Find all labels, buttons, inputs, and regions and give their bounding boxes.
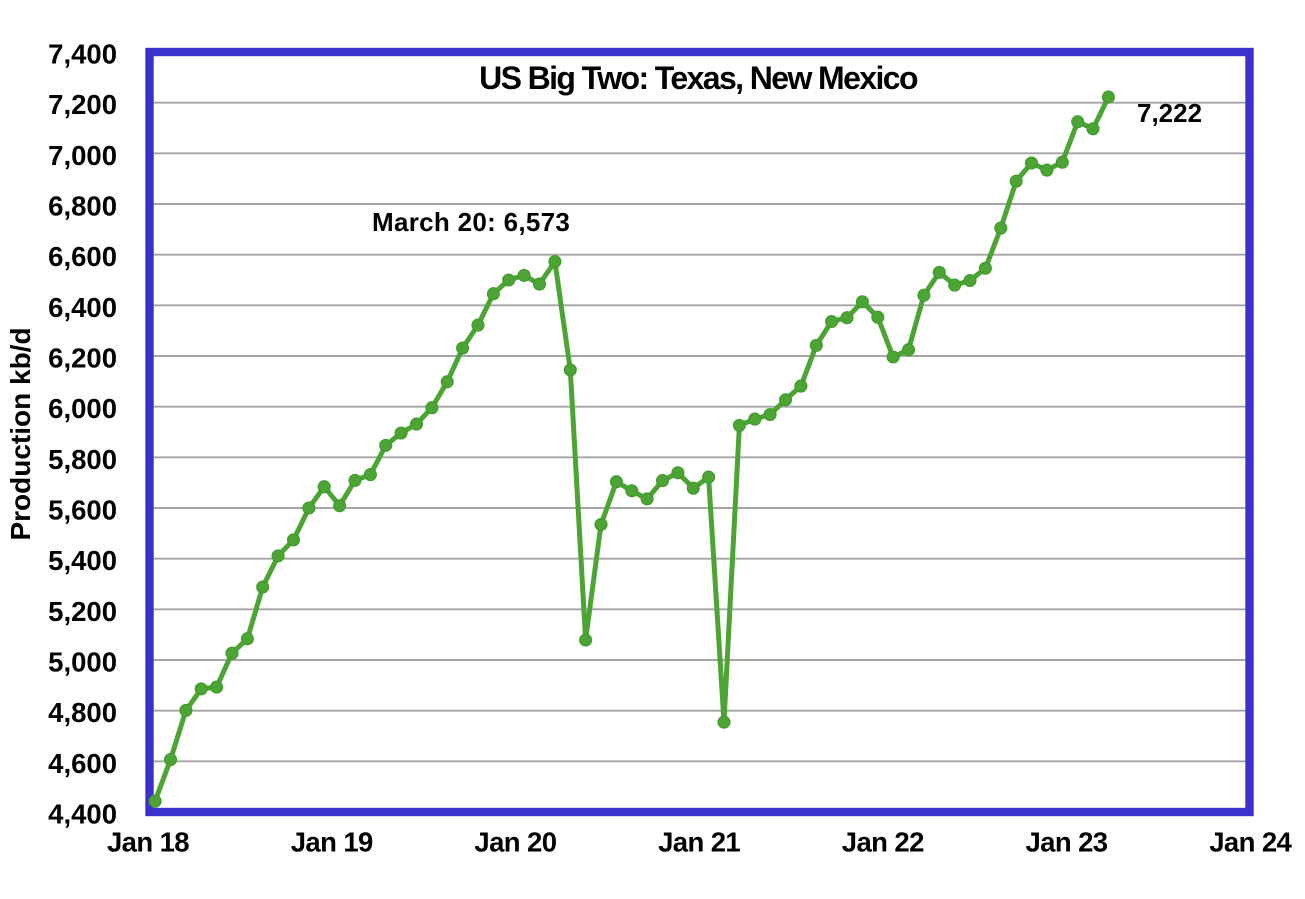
svg-text:6,600: 6,600: [48, 241, 117, 272]
svg-text:4,400: 4,400: [48, 799, 117, 830]
svg-text:Jan 22: Jan 22: [842, 827, 924, 858]
svg-text:Jan 19: Jan 19: [291, 827, 373, 858]
svg-text:5,800: 5,800: [48, 444, 117, 475]
svg-text:5,200: 5,200: [48, 596, 117, 627]
svg-text:6,800: 6,800: [48, 191, 117, 222]
svg-text:7,400: 7,400: [48, 39, 117, 70]
svg-text:4,600: 4,600: [48, 748, 117, 779]
svg-text:6,400: 6,400: [48, 292, 117, 323]
svg-text:Jan 18: Jan 18: [107, 827, 189, 858]
svg-text:6,200: 6,200: [48, 343, 117, 374]
svg-text:Jan 23: Jan 23: [1025, 827, 1107, 858]
svg-text:Jan 20: Jan 20: [474, 827, 556, 858]
svg-text:Jan 21: Jan 21: [658, 827, 740, 858]
svg-text:5,000: 5,000: [48, 647, 117, 678]
svg-text:Production kb/d: Production kb/d: [5, 327, 36, 540]
svg-text:7,200: 7,200: [48, 89, 117, 120]
svg-text:5,400: 5,400: [48, 545, 117, 576]
svg-text:March 20: 6,573: March 20: 6,573: [372, 207, 570, 237]
svg-text:5,600: 5,600: [48, 495, 117, 526]
svg-text:7,222: 7,222: [1137, 98, 1202, 128]
svg-text:4,800: 4,800: [48, 697, 117, 728]
svg-text:Jan 24: Jan 24: [1209, 827, 1292, 858]
svg-text:7,000: 7,000: [48, 140, 117, 171]
svg-text:6,000: 6,000: [48, 393, 117, 424]
svg-text:US Big Two: Texas, New Mexico: US Big Two: Texas, New Mexico: [479, 60, 918, 96]
